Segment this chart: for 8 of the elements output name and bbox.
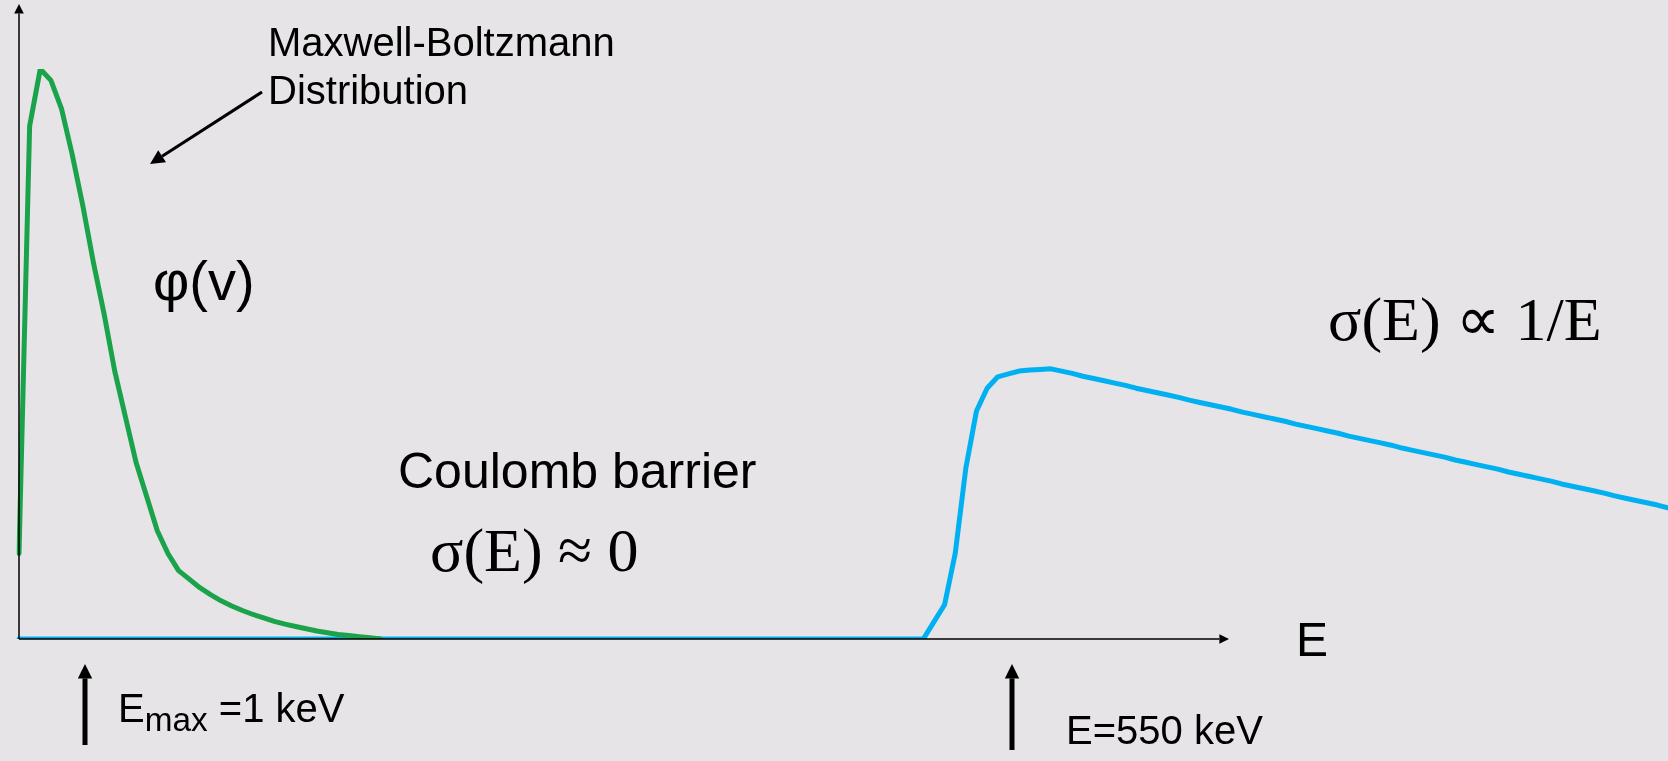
text: E=550 keV bbox=[1066, 708, 1263, 753]
annotation: σ(E) ∝ 1/E bbox=[1328, 284, 1602, 355]
x-axis-title: E bbox=[1296, 612, 1329, 667]
annotation: φ(v) bbox=[153, 248, 255, 313]
text: E$_{max}$ =1 keV bbox=[118, 686, 345, 739]
annotation: Maxwell-Boltzmann Distribution bbox=[268, 19, 616, 114]
annotation: σ(E) ≈ 0 bbox=[430, 515, 639, 586]
annotation: Coulomb barrier bbox=[398, 442, 757, 500]
